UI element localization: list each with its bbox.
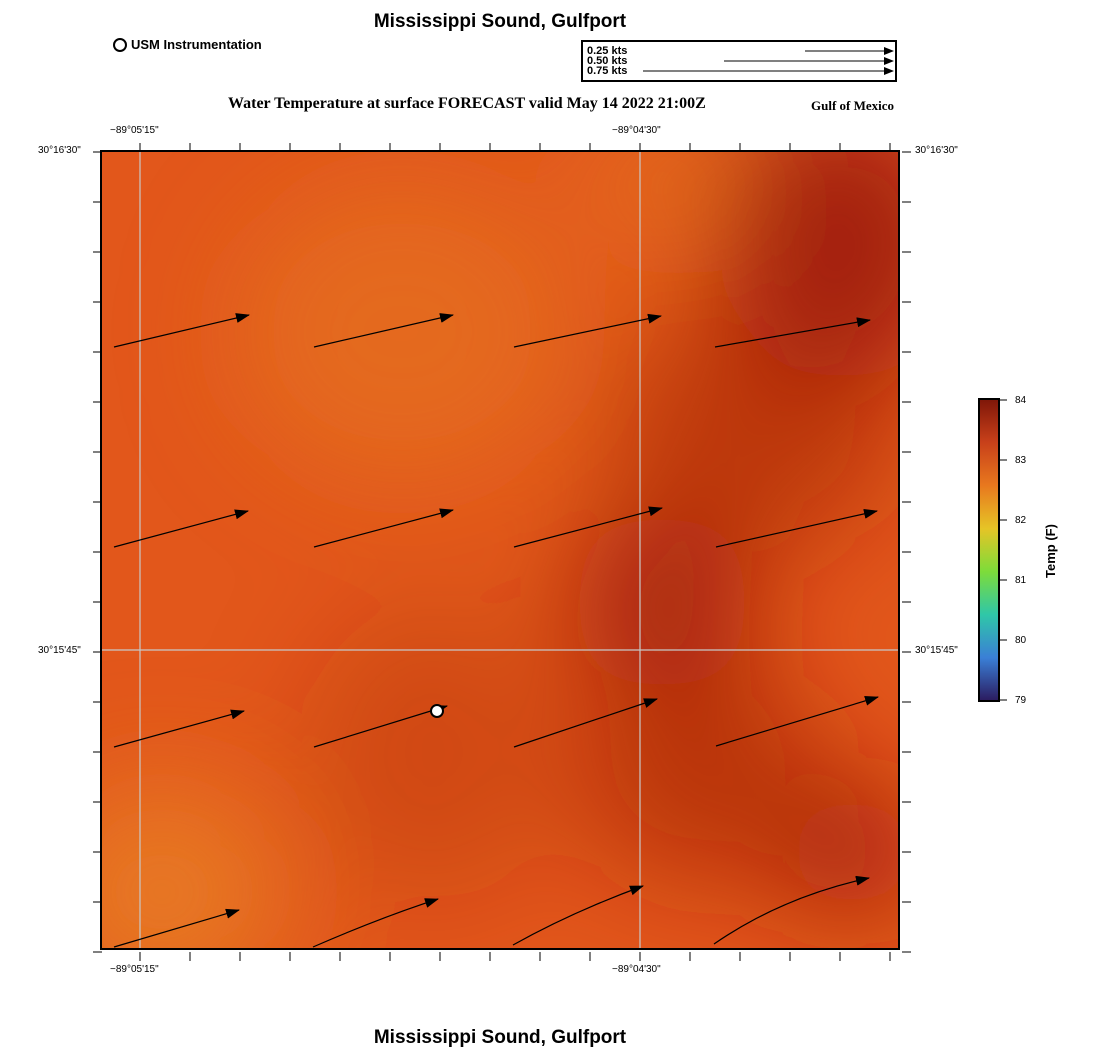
current-vectors [113, 313, 879, 948]
current-vector [714, 317, 871, 348]
colorbar-title: Temp (F) [1043, 524, 1058, 578]
current-vector [313, 313, 454, 348]
current-vector [513, 698, 658, 748]
usm-station-marker [430, 704, 444, 718]
region-label: Gulf of Mexico [811, 98, 895, 113]
current-vector [513, 506, 663, 548]
footer-title: Mississippi Sound, Gulfport [373, 1027, 627, 1048]
colorbar-ramp [978, 398, 1000, 702]
map-frame-ticks [93, 143, 911, 961]
colorbar-svg [978, 398, 1007, 702]
current-vector [715, 695, 879, 747]
map-title: Mississippi Sound, Gulfport [373, 11, 627, 32]
lon-label-top-right: −89°04'30" [612, 125, 661, 136]
lat-label-right-mid: 30°15'45" [915, 645, 958, 656]
current-vector [113, 709, 245, 748]
current-vector [313, 508, 454, 548]
colorbar-tick-84: 84 [1015, 395, 1027, 406]
vector-label-075: 0.75 kts [587, 65, 628, 77]
vector-label-050: 0.50 kts [587, 55, 628, 67]
map-subtitle: Water Temperature at surface FORECAST va… [228, 95, 706, 112]
colorbar-tick-79: 79 [1015, 695, 1027, 706]
lon-label-bottom-right: −89°04'30" [612, 964, 661, 975]
temperature-field-svg [42, 102, 962, 1002]
current-vector [113, 509, 249, 548]
current-vector [512, 885, 644, 946]
lon-label-bottom-left: −89°05'15" [110, 964, 159, 975]
current-vector [713, 875, 870, 945]
colorbar [978, 398, 1007, 702]
graticule [102, 152, 898, 948]
colorbar-tick-81: 81 [1015, 575, 1027, 586]
temperature-map[interactable] [42, 102, 962, 1002]
colorbar-tick-83: 83 [1015, 455, 1027, 466]
current-vector [113, 313, 250, 348]
current-vector [312, 898, 439, 948]
vector-label-025: 0.25 kts [587, 45, 628, 57]
lat-label-left-top: 30°16'30" [38, 145, 81, 156]
usm-legend-label: USM Instrumentation [131, 37, 262, 52]
vector-scale-legend: 0.25 kts 0.50 kts 0.75 kts [581, 40, 897, 82]
lat-label-left-mid: 30°15'45" [38, 645, 81, 656]
usm-legend: USM Instrumentation [113, 37, 262, 52]
lat-label-right-top: 30°16'30" [915, 145, 958, 156]
current-vector [513, 313, 662, 348]
lon-label-top-left: −89°05'15" [110, 125, 159, 136]
current-vector [113, 908, 240, 948]
vector-scale-arrows [643, 47, 894, 75]
station-marker-icon [113, 37, 127, 52]
current-vector [715, 508, 878, 548]
colorbar-tick-80: 80 [1015, 635, 1027, 646]
colorbar-tick-82: 82 [1015, 515, 1027, 526]
temperature-field-variation [42, 102, 962, 1002]
current-vector [313, 705, 448, 748]
